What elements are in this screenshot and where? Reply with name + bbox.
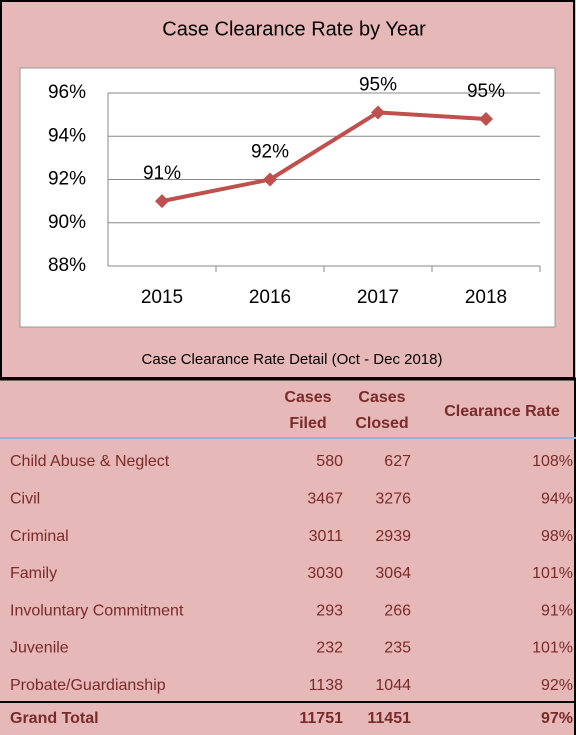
- y-tick-label: 88%: [48, 255, 86, 276]
- table-cell: Civil: [10, 491, 40, 508]
- table-cell: 101%: [532, 565, 573, 582]
- y-tick-label: 96%: [48, 82, 86, 103]
- table-cell: 3467: [307, 491, 343, 508]
- marker: [479, 111, 493, 126]
- table-cell: Involuntary Commitment: [10, 602, 184, 619]
- table-cell: 232: [316, 640, 343, 657]
- table-cell: 94%: [541, 491, 573, 508]
- table-cell: 97%: [541, 710, 573, 727]
- header-cell: Clearance Rate: [444, 403, 560, 420]
- table-cell: Criminal: [10, 528, 69, 545]
- table-cell: 101%: [532, 640, 573, 657]
- table-cell: Grand Total: [10, 710, 99, 727]
- marker: [371, 105, 385, 120]
- table-cell: 266: [384, 602, 411, 619]
- table-cell: 11751: [299, 710, 343, 727]
- table-cell: 627: [384, 453, 411, 470]
- table-cell: 293: [316, 602, 343, 619]
- table-cell: 3276: [375, 491, 411, 508]
- data-label: 95%: [359, 74, 397, 95]
- y-tick-label: 90%: [48, 212, 86, 233]
- x-tick-label: 2018: [465, 287, 507, 308]
- y-tick-label: 92%: [48, 169, 86, 190]
- x-tick-label: 2015: [141, 287, 183, 308]
- data-label: 95%: [467, 81, 505, 102]
- table-cell: 3030: [307, 565, 343, 582]
- table-cell: 580: [316, 453, 343, 470]
- marker: [155, 194, 169, 209]
- x-tick-label: 2017: [357, 287, 399, 308]
- table-cell: 3064: [375, 565, 411, 582]
- table-cell: 235: [384, 640, 411, 657]
- header-cell: Cases Closed: [355, 389, 408, 432]
- header-cell: Cases Filed: [284, 389, 331, 432]
- table-cell: 2939: [375, 528, 411, 545]
- table-cell: Family: [10, 565, 57, 582]
- data-label: 92%: [251, 142, 289, 163]
- y-tick-label: 94%: [48, 125, 86, 146]
- chart-title: Case Clearance Rate by Year: [162, 18, 426, 40]
- table-cell: Child Abuse & Neglect: [10, 453, 170, 470]
- data-label: 91%: [143, 163, 181, 184]
- table-cell: 92%: [541, 677, 573, 694]
- table-cell: 11451: [367, 710, 411, 727]
- table-cell: 3011: [309, 528, 344, 545]
- table-cell: 108%: [532, 453, 573, 470]
- table-cell: 1044: [375, 677, 411, 694]
- table-cell: Probate/Guardianship: [10, 677, 166, 694]
- x-tick-label: 2016: [249, 287, 291, 308]
- table-cell: Juvenile: [10, 640, 69, 657]
- table-cell: 98%: [541, 528, 573, 545]
- plot-box: [19, 67, 556, 328]
- line: [161, 110, 487, 204]
- marker: [263, 172, 277, 187]
- table-title: Case Clearance Rate Detail (Oct - Dec 20…: [142, 351, 443, 368]
- table-cell: 1138: [309, 677, 344, 694]
- table-cell: 91%: [541, 602, 573, 619]
